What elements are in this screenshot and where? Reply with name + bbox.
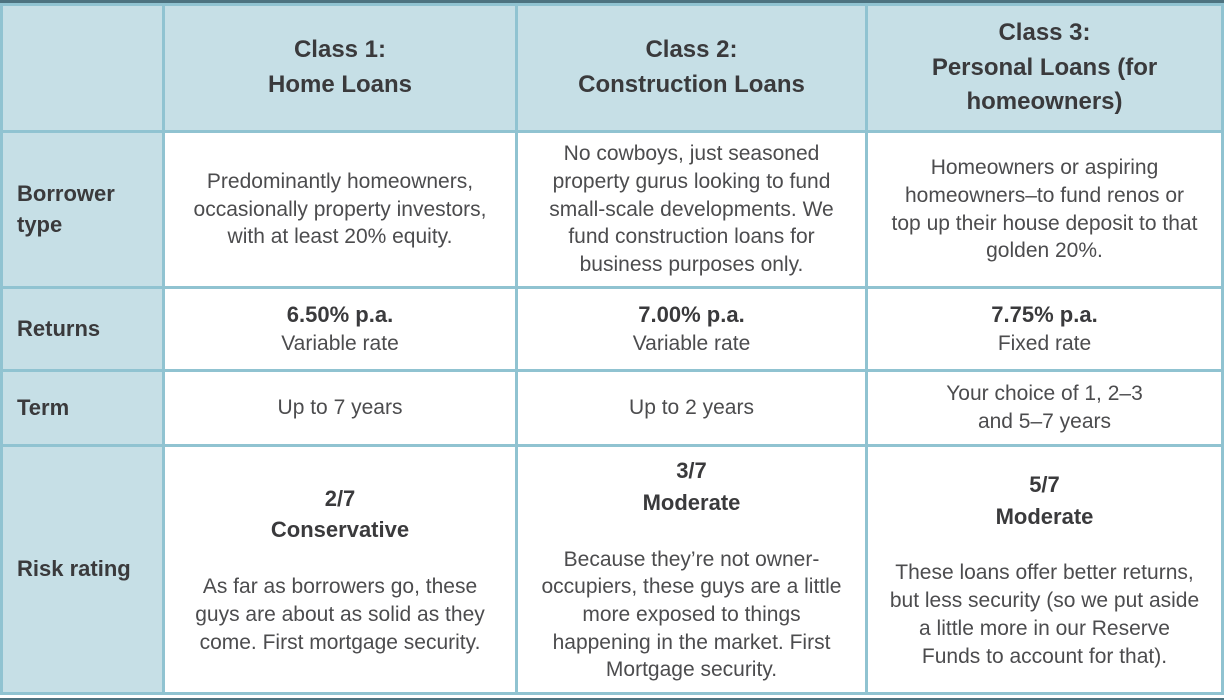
- row-label-returns-text: Returns: [17, 315, 101, 341]
- risk-class1-score: 2/7 Conservative: [270, 485, 410, 543]
- column-header-class3-title: Class 3: Personal Loans (for homeowners): [931, 18, 1158, 116]
- cell-term-class3: Your choice of 1, 2–3 and 5–7 years: [868, 372, 1221, 444]
- corner-cell: [3, 6, 162, 130]
- cell-returns-class1: 6.50% p.a. Variable rate: [165, 289, 515, 369]
- returns-class3-rate: 7.75% p.a.: [991, 302, 1098, 328]
- column-header-class1: Class 1: Home Loans: [165, 6, 515, 130]
- risk-class2-score: 3/7 Moderate: [642, 457, 741, 515]
- borrower-class1-text: Predominantly homeowners, occasionally p…: [193, 169, 487, 249]
- term-class3-text: Your choice of 1, 2–3 and 5–7 years: [946, 382, 1143, 433]
- cell-risk-class1: 2/7 Conservative As far as borrowers go,…: [165, 447, 515, 692]
- row-label-term: Term: [3, 372, 162, 444]
- borrower-class3-text: Homeowners or aspiring homeowners–to fun…: [891, 156, 1198, 263]
- column-header-class2-title: Class 2: Construction Loans: [578, 36, 805, 98]
- risk-class2-text: Because they’re not owner-occupiers, the…: [541, 547, 842, 682]
- cell-returns-class2: 7.00% p.a. Variable rate: [518, 289, 865, 369]
- risk-class3-text: These loans offer better returns, but le…: [889, 561, 1200, 668]
- risk-class3-score: 5/7 Moderate: [995, 471, 1094, 529]
- cell-risk-class3: 5/7 Moderate These loans offer better re…: [868, 447, 1221, 692]
- row-label-borrower-type: Borrower type: [3, 133, 162, 286]
- risk-class1-text: As far as borrowers go, these guys are a…: [195, 575, 485, 654]
- borrower-class2-text: No cowboys, just seasoned property gurus…: [549, 142, 834, 277]
- returns-class1-type: Variable rate: [281, 331, 399, 355]
- cell-borrower-class3: Homeowners or aspiring homeowners–to fun…: [868, 133, 1221, 286]
- term-class2-text: Up to 2 years: [629, 396, 754, 420]
- row-label-borrower-type-text: Borrower type: [17, 180, 115, 237]
- row-label-term-text: Term: [17, 394, 70, 420]
- cell-term-class2: Up to 2 years: [518, 372, 865, 444]
- row-label-risk-rating-text: Risk rating: [17, 556, 131, 582]
- returns-class2-type: Variable rate: [632, 331, 751, 355]
- row-label-returns: Returns: [3, 289, 162, 369]
- cell-borrower-class1: Predominantly homeowners, occasionally p…: [165, 133, 515, 286]
- column-header-class1-title: Class 1: Home Loans: [267, 36, 413, 98]
- column-header-class3: Class 3: Personal Loans (for homeowners): [868, 6, 1221, 130]
- returns-class2-rate: 7.00% p.a.: [638, 302, 745, 328]
- returns-class1-rate: 6.50% p.a.: [286, 302, 394, 328]
- cell-term-class1: Up to 7 years: [165, 372, 515, 444]
- term-class1-text: Up to 7 years: [277, 396, 403, 420]
- column-header-class2: Class 2: Construction Loans: [518, 6, 865, 130]
- cell-returns-class3: 7.75% p.a. Fixed rate: [868, 289, 1221, 369]
- cell-borrower-class2: No cowboys, just seasoned property gurus…: [518, 133, 865, 286]
- row-label-risk-rating: Risk rating: [3, 447, 162, 692]
- loan-comparison-table: Class 1: Home Loans Class 2: Constructio…: [0, 3, 1224, 695]
- cell-risk-class2: 3/7 Moderate Because they’re not owner-o…: [518, 447, 865, 692]
- returns-class3-type: Fixed rate: [997, 331, 1092, 355]
